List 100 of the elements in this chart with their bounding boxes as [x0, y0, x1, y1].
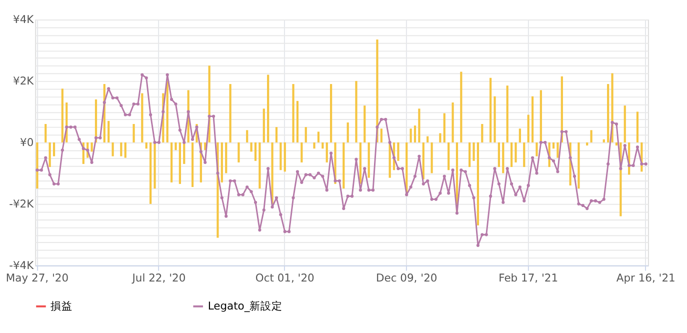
bar [300, 142, 303, 162]
bar [355, 80, 358, 142]
bar [410, 128, 412, 142]
bar [267, 74, 270, 142]
bar [246, 130, 248, 142]
bar [141, 93, 144, 142]
bar [506, 86, 508, 142]
bar [150, 142, 152, 204]
bar [178, 142, 181, 184]
bar [250, 142, 252, 152]
bar [414, 126, 416, 142]
bar [44, 124, 47, 142]
bar [490, 78, 492, 142]
bar [578, 142, 580, 189]
bar [120, 142, 122, 156]
bar [346, 122, 349, 142]
bar [476, 142, 480, 226]
bar [154, 142, 156, 189]
bar [292, 84, 294, 142]
bar [540, 90, 542, 142]
bar [271, 142, 274, 204]
bar [220, 142, 223, 182]
bar [439, 133, 442, 142]
bar [359, 142, 362, 184]
bar [531, 96, 534, 142]
y-tick-label: ¥4K [12, 12, 35, 26]
bar [326, 142, 328, 162]
bar [472, 142, 475, 161]
bar [124, 142, 126, 158]
bar [36, 142, 38, 189]
x-tick-label: May 27, '20 [6, 271, 69, 284]
x-tick-label: Dec 09, '20 [376, 271, 438, 284]
bar [48, 142, 51, 168]
bar [615, 142, 618, 146]
bar [443, 113, 446, 142]
bar [170, 142, 173, 182]
bar [448, 142, 450, 170]
bar [602, 139, 605, 142]
bar [174, 142, 177, 150]
bar [166, 80, 168, 142]
bar [380, 128, 382, 142]
bar [262, 108, 265, 142]
bar [518, 128, 521, 142]
bar [514, 142, 517, 162]
x-tick-label: Oct 01, '20 [255, 271, 315, 284]
bar [284, 142, 286, 172]
bar [510, 142, 513, 168]
legend-label: Legato_新設定 [208, 299, 283, 312]
bar [275, 127, 278, 142]
bar [238, 142, 240, 162]
bar [112, 142, 114, 156]
bar [422, 142, 424, 180]
bar [364, 106, 366, 142]
bar [468, 142, 471, 168]
bar [481, 124, 484, 142]
bar [418, 108, 420, 142]
bar [52, 142, 56, 156]
bar [397, 142, 400, 161]
y-tick-label: ¥2K [12, 74, 35, 88]
bar [132, 124, 135, 142]
bar [229, 84, 232, 142]
bar [317, 132, 320, 142]
x-tick-label: Jul 22, '20 [131, 271, 186, 284]
bar [280, 142, 282, 170]
bar [586, 142, 588, 146]
bar [61, 88, 64, 142]
bar [90, 142, 93, 152]
bar [342, 142, 345, 189]
bar [254, 142, 257, 161]
x-tick-label: Apr 16, '21 [616, 271, 676, 284]
x-tick-label: Feb 17, '21 [498, 271, 558, 284]
bar [313, 142, 316, 149]
bar [258, 142, 261, 189]
y-tick-label: -¥4K [9, 258, 35, 272]
bar [536, 142, 538, 156]
bar [556, 142, 559, 158]
bar [498, 142, 500, 168]
bar [452, 102, 454, 142]
bar [225, 142, 228, 174]
bar [330, 84, 332, 142]
bar [636, 112, 639, 142]
bar [607, 84, 610, 142]
y-tick-label: ¥0 [20, 136, 34, 149]
bar [296, 100, 299, 142]
bar [527, 114, 530, 142]
bar [494, 96, 496, 142]
bar [322, 142, 324, 149]
y-tick-label: -¥2K [9, 197, 35, 210]
bar [426, 136, 429, 142]
bar [145, 142, 148, 149]
bar [430, 142, 433, 174]
bar [108, 120, 110, 142]
bar [502, 142, 504, 174]
bar [624, 106, 626, 142]
legend-label: 損益 [50, 299, 73, 312]
bar [523, 142, 526, 168]
bar [552, 142, 555, 149]
bar [460, 72, 462, 142]
bar [368, 142, 370, 178]
bar [304, 127, 307, 142]
